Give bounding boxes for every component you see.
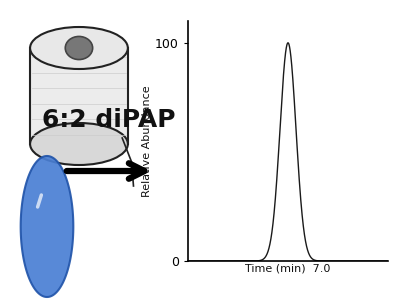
Ellipse shape bbox=[30, 123, 128, 165]
Ellipse shape bbox=[30, 27, 128, 69]
Text: 6:2 diPAP: 6:2 diPAP bbox=[42, 108, 176, 132]
Y-axis label: Relative Abundance: Relative Abundance bbox=[142, 85, 152, 197]
X-axis label: Time (min)  7.0: Time (min) 7.0 bbox=[245, 264, 331, 274]
Polygon shape bbox=[21, 156, 73, 297]
Polygon shape bbox=[30, 48, 128, 144]
Ellipse shape bbox=[65, 36, 93, 59]
